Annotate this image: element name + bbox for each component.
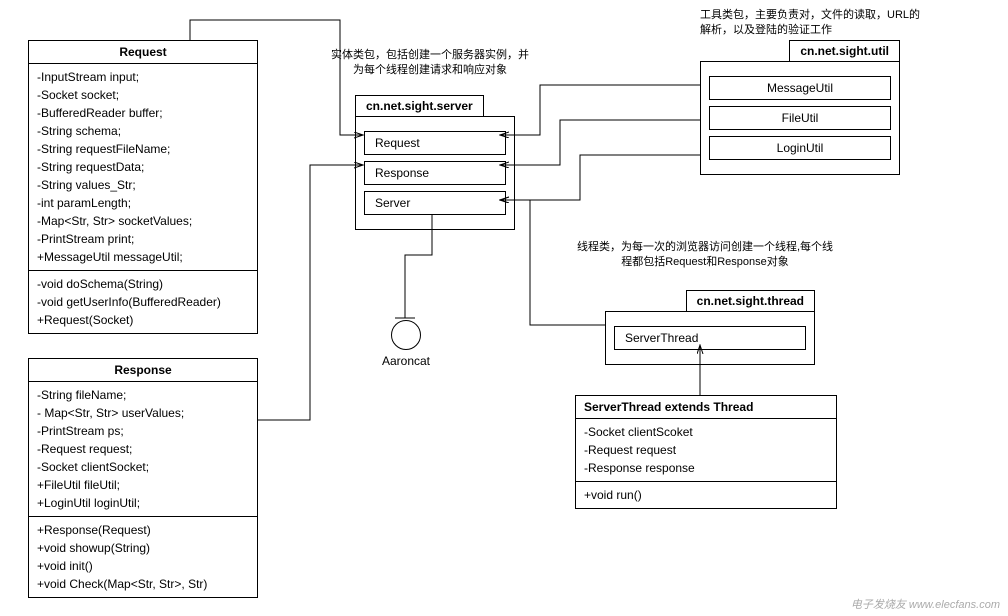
package-body: Request Response Server [355, 116, 515, 230]
note-thread: 线程类，为每一次的浏览器访问创建一个线程,每个线程都包括Request和Resp… [575, 240, 835, 271]
package-item: LoginUtil [709, 136, 891, 160]
field: -Request request [584, 441, 828, 459]
fields: -Socket clientScoket -Request request -R… [576, 419, 836, 482]
package-item: Server [364, 191, 506, 215]
field: +MessageUtil messageUtil; [37, 248, 249, 266]
field: -String requestFileName; [37, 140, 249, 158]
method: +void Check(Map<Str, Str>, Str) [37, 575, 249, 593]
watermark: 电子发烧友 www.elecfans.com [851, 596, 1000, 612]
field: -Socket clientSocket; [37, 458, 249, 476]
actor-label: Aaroncat [376, 354, 436, 368]
field: -PrintStream ps; [37, 422, 249, 440]
field: -String values_Str; [37, 176, 249, 194]
package-body: MessageUtil FileUtil LoginUtil [700, 61, 900, 175]
field: -BufferedReader buffer; [37, 104, 249, 122]
package-thread: cn.net.sight.thread ServerThread [605, 290, 815, 365]
package-name: cn.net.sight.thread [686, 290, 815, 311]
note-util: 工具类包，主要负责对，文件的读取，URL的解析，以及登陆的验证工作 [700, 8, 930, 39]
field: -PrintStream print; [37, 230, 249, 248]
methods: -void doSchema(String) -void getUserInfo… [29, 271, 257, 333]
field: -String schema; [37, 122, 249, 140]
field: -Request request; [37, 440, 249, 458]
class-serverthread: ServerThread extends Thread -Socket clie… [575, 395, 837, 509]
method: +void run() [584, 486, 828, 504]
package-body: ServerThread [605, 311, 815, 365]
field: -Map<Str, Str> socketValues; [37, 212, 249, 230]
field: -InputStream input; [37, 68, 249, 86]
field: -Socket clientScoket [584, 423, 828, 441]
method: +void showup(String) [37, 539, 249, 557]
package-item: Response [364, 161, 506, 185]
package-item: Request [364, 131, 506, 155]
methods: +void run() [576, 482, 836, 508]
field: -Socket socket; [37, 86, 249, 104]
package-item: MessageUtil [709, 76, 891, 100]
methods: +Response(Request) +void showup(String) … [29, 517, 257, 597]
method: -void getUserInfo(BufferedReader) [37, 293, 249, 311]
package-item: ServerThread [614, 326, 806, 350]
field: - Map<Str, Str> userValues; [37, 404, 249, 422]
actor-icon [391, 320, 421, 350]
note-server: 实体类包，包括创建一个服务器实例，并为每个线程创建请求和响应对象 [330, 48, 530, 79]
method: +Response(Request) [37, 521, 249, 539]
field: +FileUtil fileUtil; [37, 476, 249, 494]
actor-aaron: Aaroncat [376, 320, 436, 368]
class-title: Request [29, 41, 257, 64]
class-request: Request -InputStream input; -Socket sock… [28, 40, 258, 334]
field: +LoginUtil loginUtil; [37, 494, 249, 512]
method: -void doSchema(String) [37, 275, 249, 293]
package-util: cn.net.sight.util MessageUtil FileUtil L… [700, 40, 900, 175]
field: -String fileName; [37, 386, 249, 404]
package-name: cn.net.sight.server [355, 95, 484, 116]
fields: -String fileName; - Map<Str, Str> userVa… [29, 382, 257, 517]
class-title: Response [29, 359, 257, 382]
field: -Response response [584, 459, 828, 477]
method: +void init() [37, 557, 249, 575]
package-server: cn.net.sight.server Request Response Ser… [355, 95, 515, 230]
field: -String requestData; [37, 158, 249, 176]
package-name: cn.net.sight.util [789, 40, 900, 61]
class-title: ServerThread extends Thread [576, 396, 836, 419]
package-item: FileUtil [709, 106, 891, 130]
field: -int paramLength; [37, 194, 249, 212]
class-response: Response -String fileName; - Map<Str, St… [28, 358, 258, 598]
fields: -InputStream input; -Socket socket; -Buf… [29, 64, 257, 271]
method: +Request(Socket) [37, 311, 249, 329]
